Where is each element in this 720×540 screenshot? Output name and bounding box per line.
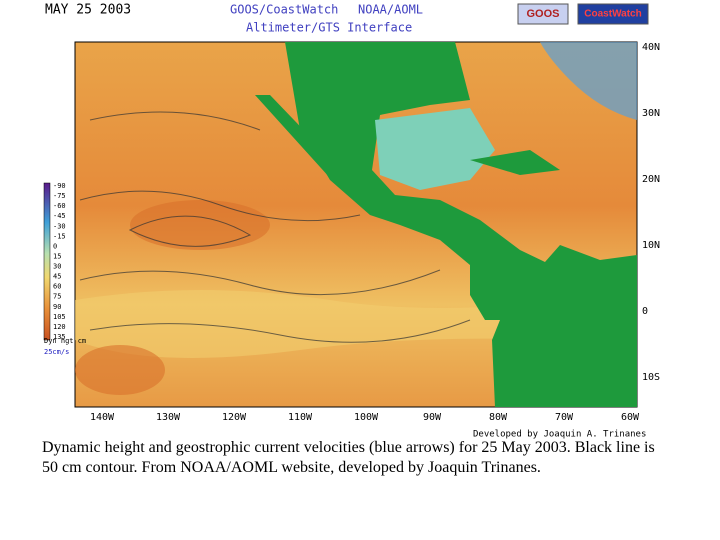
land [285,42,637,407]
legend-label: 120 [53,323,66,331]
legend-label: 135 [53,333,66,341]
legend-label: -30 [53,222,66,230]
title: GOOS/CoastWatch [230,3,338,17]
legend-label: 15 [53,252,61,260]
legend-label: -45 [53,212,66,220]
logo-text: GOOS [526,8,559,20]
logo [517,3,569,25]
lon-label: 130W [156,412,181,423]
lon-label: 120W [222,412,247,423]
cool-water [540,42,637,120]
legend-label: 30 [53,263,61,271]
lon-label: 110W [288,412,313,423]
legend-label: 60 [53,283,61,291]
logo [577,3,649,25]
subtitle: Altimeter/GTS Interface [246,21,412,35]
contours [79,111,471,343]
legend-label: 75 [53,293,61,301]
colorbar [43,182,51,341]
gulf-of-mexico [375,108,495,190]
lat-label: 40N [642,42,660,53]
logo-text: CoastWatch [584,9,641,20]
warm-pool [75,345,165,395]
lat-label: 10N [642,240,660,251]
title: NOAA/AOML [358,3,423,17]
date: MAY 25 2003 [45,3,131,18]
credit: Developed by Joaquin A. Trinanes [473,430,646,440]
legend-label: -15 [53,232,66,240]
legend-label: 0 [53,242,57,250]
legend-label: -75 [53,192,66,200]
legend-label: 45 [53,273,61,281]
legend-label: -60 [53,202,66,210]
legend-label: 90 [53,303,61,311]
lat-label: 20N [642,174,660,185]
lon-label: 140W [90,412,115,423]
land [470,150,560,175]
lon-label: 90W [423,412,442,423]
legend-scale: 25cm/s [44,348,69,356]
lon-label: 100W [354,412,379,423]
land [255,95,342,178]
warm-pool [130,200,270,250]
legend-title: Dyn hgt cm [44,337,86,345]
legend-label: -90 [53,182,66,190]
lat-label: 10S [642,372,660,383]
legend-label: 105 [53,313,66,321]
lon-label: 80W [489,412,508,423]
lat-label: 30N [642,108,660,119]
caption: Dynamic height and geostrophic current v… [42,439,655,476]
lon-label: 60W [621,412,640,423]
lon-label: 70W [555,412,574,423]
lat-label: 0 [642,306,648,317]
